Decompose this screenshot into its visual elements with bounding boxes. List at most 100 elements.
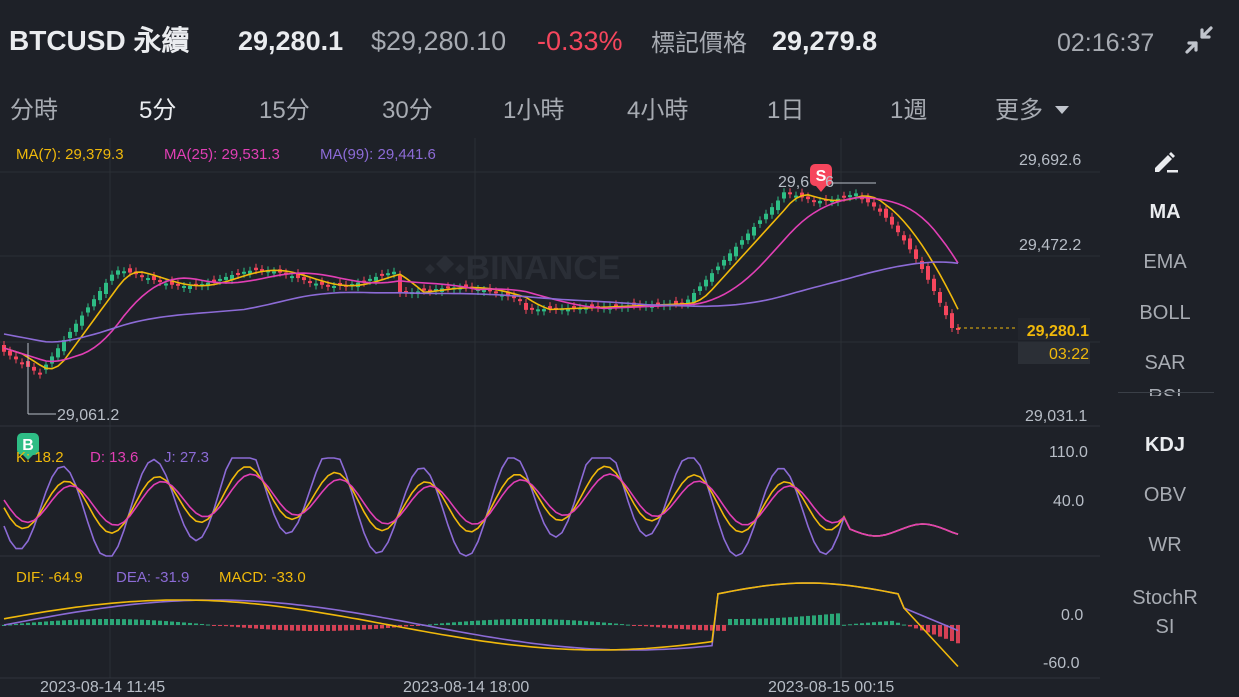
candle-body bbox=[236, 272, 240, 275]
candle-body bbox=[242, 271, 246, 274]
price-axis-label: 29,031.1 bbox=[1025, 408, 1088, 425]
price-axis-label: 29,472.2 bbox=[1019, 237, 1082, 254]
candle-body bbox=[230, 274, 234, 280]
macd-bar bbox=[752, 618, 756, 625]
indicator-sar[interactable]: SAR bbox=[1144, 352, 1186, 374]
tab-4h[interactable]: 4小時 bbox=[627, 97, 689, 124]
candle-body bbox=[212, 279, 216, 282]
macd-bar bbox=[200, 623, 204, 625]
macd-bar bbox=[116, 619, 120, 625]
macd-bar bbox=[836, 613, 840, 625]
macd-bar bbox=[530, 619, 534, 625]
countdown-tag-bg bbox=[1018, 342, 1090, 364]
indicator-stochrsi[interactable]: StochRSI bbox=[1132, 587, 1198, 638]
candle-body bbox=[302, 277, 306, 281]
indicator-rsi[interactable]: RSI bbox=[1110, 386, 1220, 396]
indicator-ema[interactable]: EMA bbox=[1143, 251, 1187, 273]
candle-body bbox=[572, 306, 576, 309]
macd-bar bbox=[884, 621, 888, 625]
macd-bar bbox=[86, 619, 90, 625]
candle-body bbox=[722, 259, 726, 266]
macd-bar bbox=[248, 625, 252, 629]
candle-body bbox=[920, 260, 924, 270]
candle-body bbox=[176, 283, 180, 286]
buy-marker: B bbox=[22, 437, 34, 454]
pencil-icon[interactable] bbox=[1150, 146, 1180, 176]
candle-body bbox=[842, 195, 846, 198]
macd-bar bbox=[356, 625, 360, 630]
candle-body bbox=[152, 276, 156, 281]
tab-more[interactable]: 更多 bbox=[995, 92, 1069, 130]
tab-30m[interactable]: 30分 bbox=[382, 97, 433, 124]
macd-bar bbox=[812, 615, 816, 625]
candle-body bbox=[494, 291, 498, 294]
tab-1d[interactable]: 1日 bbox=[767, 97, 805, 124]
macd-bar bbox=[782, 617, 786, 625]
macd-bar bbox=[62, 620, 66, 625]
indicator-wr[interactable]: WR bbox=[1148, 534, 1182, 556]
tab-5m[interactable]: 5分 bbox=[139, 97, 177, 124]
macd-bar bbox=[362, 625, 366, 630]
macd-bar bbox=[848, 624, 852, 626]
candle-body bbox=[314, 283, 318, 286]
macd-dea-legend: DEA: -31.9 bbox=[116, 569, 190, 586]
candle-body bbox=[548, 306, 552, 309]
candle-body bbox=[32, 366, 36, 371]
candle-body bbox=[428, 289, 432, 292]
macd-bar bbox=[386, 625, 390, 628]
symbol-title[interactable]: BTCUSD 永續 bbox=[9, 25, 190, 56]
macd-bar bbox=[854, 623, 858, 625]
candle-body bbox=[272, 271, 276, 274]
indicator-obv[interactable]: OBV bbox=[1143, 484, 1187, 506]
candle-body bbox=[716, 266, 720, 271]
sell-marker-bg bbox=[810, 164, 832, 186]
macd-bar bbox=[338, 625, 342, 631]
indicator-rsi-clip: RSI bbox=[1110, 376, 1228, 396]
tab-time-sharing[interactable]: 分時 bbox=[10, 97, 58, 124]
candle-body bbox=[224, 276, 228, 280]
tab-1h[interactable]: 1小時 bbox=[503, 97, 565, 124]
candle-body bbox=[404, 291, 408, 294]
macd-bar bbox=[914, 625, 918, 629]
macd-bar bbox=[818, 614, 822, 625]
ma7-legend: MA(7): 29,379.3 bbox=[16, 146, 124, 163]
candle-body bbox=[20, 362, 24, 365]
tab-1w[interactable]: 1週 bbox=[890, 97, 928, 124]
macd-bar bbox=[80, 619, 84, 625]
candle-body bbox=[674, 300, 678, 304]
collapse-arrows-icon[interactable] bbox=[1183, 24, 1215, 56]
macd-bar bbox=[494, 619, 498, 625]
macd-bar bbox=[404, 625, 408, 627]
macd-bar bbox=[104, 619, 108, 625]
macd-bar bbox=[278, 625, 282, 631]
indicator-boll[interactable]: BOLL bbox=[1139, 302, 1191, 324]
candle-body bbox=[374, 276, 378, 281]
candle-body bbox=[788, 192, 792, 195]
candle-body bbox=[794, 195, 798, 198]
candle-body bbox=[854, 193, 858, 197]
indicator-ma[interactable]: MA bbox=[1149, 201, 1181, 223]
macd-bar bbox=[908, 625, 912, 627]
macd-bar bbox=[458, 621, 462, 625]
candle-body bbox=[98, 291, 102, 301]
kdj-d-line bbox=[3, 473, 959, 537]
candle-body bbox=[764, 213, 768, 220]
macd-bar bbox=[656, 625, 660, 628]
candle-body bbox=[110, 274, 114, 281]
macd-bar bbox=[98, 619, 102, 625]
indicator-kdj[interactable]: KDJ bbox=[1144, 434, 1185, 456]
candle-body bbox=[872, 202, 876, 207]
candle-body bbox=[734, 246, 738, 257]
macd-bar bbox=[542, 619, 546, 625]
macd-bar bbox=[122, 619, 126, 625]
candle-body bbox=[380, 273, 384, 276]
macd-bar bbox=[146, 620, 150, 625]
candle-body bbox=[614, 304, 618, 307]
kline-chart[interactable]: BINANCE 29,280.1 03:22 S B MA(7): 29,379.3 M… bbox=[0, 138, 1100, 696]
chart-canvas[interactable]: BINANCE 29,280.1 03:22 S B bbox=[0, 138, 1100, 696]
candle-body bbox=[368, 278, 372, 281]
candle-body bbox=[692, 292, 696, 303]
candle-body bbox=[884, 208, 888, 218]
tab-15m[interactable]: 15分 bbox=[259, 97, 310, 124]
macd-bar bbox=[788, 617, 792, 625]
